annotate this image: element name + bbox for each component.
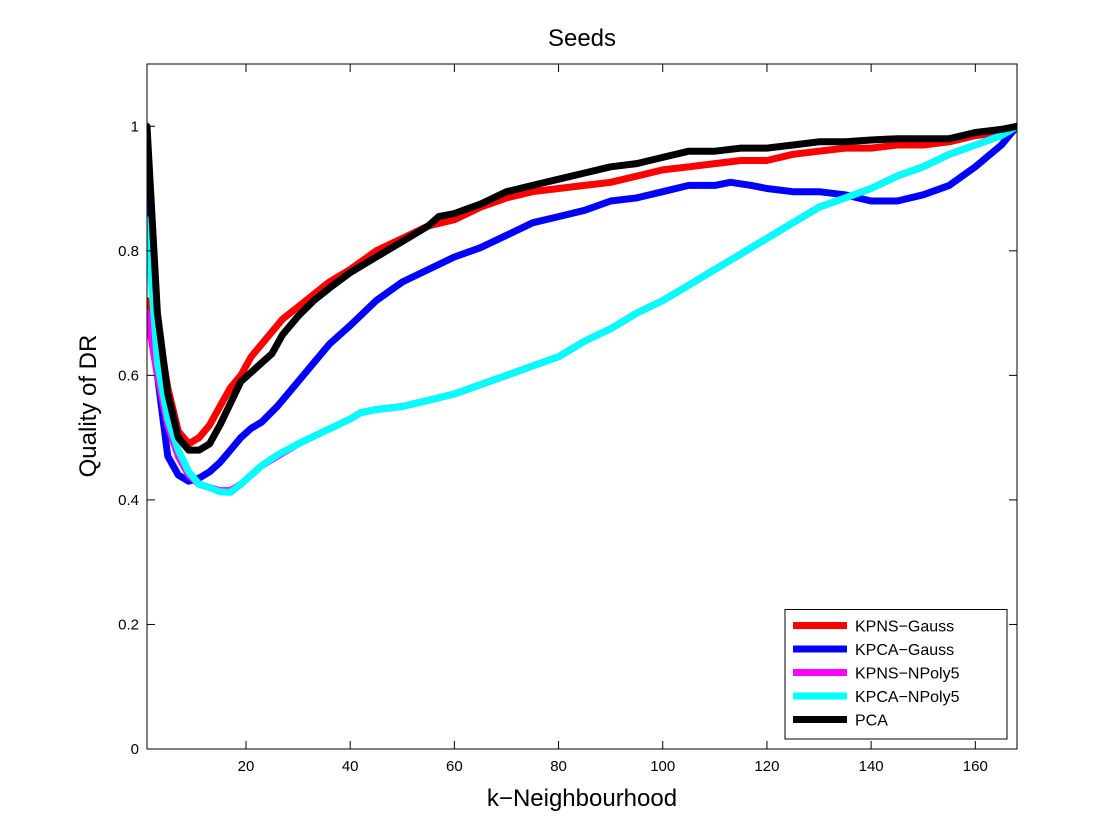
y-tick-label: 1 bbox=[131, 118, 139, 135]
y-axis-label: Quality of DR bbox=[75, 335, 102, 478]
axes: 20 40 60 80 100 120 140 160 0 0.2 0.4 0.6 0.8 1 bbox=[118, 63, 1018, 775]
series-line-4 bbox=[147, 122, 1017, 454]
x-axis-label: k−Neighbourhood bbox=[487, 785, 677, 812]
legend-label: KPCA−Gauss bbox=[855, 642, 954, 659]
y-tick-label: 0.4 bbox=[118, 492, 139, 509]
legend: KPNS−Gauss KPCA−Gauss KPNS−NPoly5 KPCA−NPol… bbox=[784, 609, 1008, 740]
legend-label: KPNS−Gauss bbox=[855, 619, 954, 636]
y-tick-label: 0.8 bbox=[118, 243, 139, 260]
x-tick-label: 80 bbox=[550, 758, 567, 775]
x-tick-label: 100 bbox=[650, 758, 675, 775]
legend-label: PCA bbox=[855, 713, 888, 730]
y-tick-label: 0 bbox=[131, 741, 139, 758]
series-line-1 bbox=[147, 122, 1017, 485]
legend-label: KPCA−NPoly5 bbox=[855, 689, 960, 706]
x-tick-label: 140 bbox=[859, 758, 884, 775]
chart-title: Seeds bbox=[548, 25, 616, 52]
x-tick-label: 20 bbox=[238, 758, 255, 775]
series-lines bbox=[147, 122, 1017, 496]
y-tick-label: 0.2 bbox=[118, 616, 139, 633]
series-line-0 bbox=[147, 122, 1017, 448]
legend-label: KPNS−NPoly5 bbox=[855, 666, 960, 683]
x-tick-label: 40 bbox=[342, 758, 359, 775]
y-tick-label: 0.6 bbox=[118, 367, 139, 384]
x-tick-label: 120 bbox=[754, 758, 779, 775]
plot-area bbox=[147, 122, 1017, 496]
x-tick-label: 60 bbox=[446, 758, 463, 775]
x-tick-label: 160 bbox=[963, 758, 988, 775]
axes-box bbox=[146, 63, 1018, 750]
series-line-3 bbox=[147, 122, 1017, 496]
